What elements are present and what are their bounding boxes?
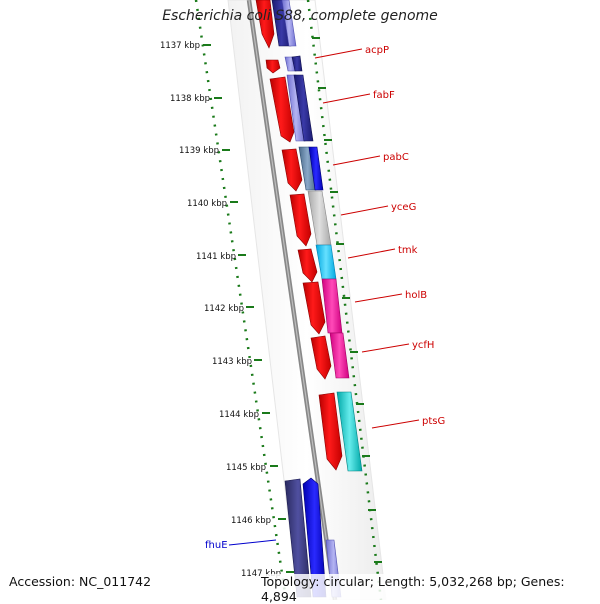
- gene-labels: acpP fabF pabC yceG tmk holB ycfH ptsG f…: [205, 45, 445, 551]
- gene-label-fabF: fabF: [373, 90, 395, 101]
- tick-label: 1137 kbp: [160, 41, 200, 51]
- tick-label: 1140 kbp: [187, 199, 227, 209]
- cds-arrow: [302, 281, 326, 335]
- tick-label: 1143 kbp: [212, 357, 252, 367]
- gene-label-yceG: yceG: [391, 202, 416, 213]
- tick-label: 1138 kbp: [170, 94, 210, 104]
- gene-label-fhuE: fhuE: [205, 540, 228, 551]
- tick-axis-right: [306, 0, 383, 601]
- accession-text: Accession: NC_011742: [9, 574, 152, 589]
- gene-label-tmk: tmk: [398, 245, 418, 256]
- cds-arrow: [281, 148, 303, 192]
- gene-label-ptsG: ptsG: [422, 416, 445, 427]
- tick-label: 1142 kbp: [204, 304, 244, 314]
- tick-label: 1147 kbp: [241, 569, 281, 579]
- gene-label-acpP: acpP: [365, 45, 389, 56]
- cds-arrow: [297, 248, 318, 283]
- gene-label-pabC: pabC: [383, 152, 409, 163]
- cds-arrow: [265, 59, 281, 74]
- cds-arrow: [255, 0, 275, 49]
- tick-label: 1141 kbp: [196, 252, 236, 262]
- tick-axis-left: [194, 0, 288, 601]
- tick-labels: 1137 kbp 1138 kbp 1139 kbp 1140 kbp 1141…: [160, 41, 281, 579]
- tick-label: 1139 kbp: [179, 146, 219, 156]
- cds-navy: [293, 74, 314, 142]
- cds-navy: [291, 55, 303, 72]
- cds-pink: [329, 332, 350, 379]
- label-leaders: [228, 48, 420, 546]
- major-ticks-right: [312, 37, 382, 563]
- genome-title: Escherichia coli S88, complete genome: [162, 8, 438, 24]
- cds-track-colored: [271, 0, 363, 472]
- cds-blue: [308, 146, 324, 191]
- cds-arrow: [318, 392, 343, 471]
- cds-track-outer: [255, 0, 343, 471]
- cds-arrow: [310, 335, 332, 380]
- cds-lavender: [281, 0, 297, 47]
- cds-arrow: [289, 193, 312, 247]
- gene-label-holB: holB: [405, 290, 427, 301]
- tick-label: 1145 kbp: [226, 463, 266, 473]
- cds-arrow: [269, 76, 295, 143]
- tick-label: 1144 kbp: [219, 410, 259, 420]
- major-ticks: [203, 44, 294, 573]
- tick-label: 1146 kbp: [231, 516, 271, 526]
- cds-teal: [336, 391, 363, 472]
- gene-label-ycfH: ycfH: [412, 340, 434, 351]
